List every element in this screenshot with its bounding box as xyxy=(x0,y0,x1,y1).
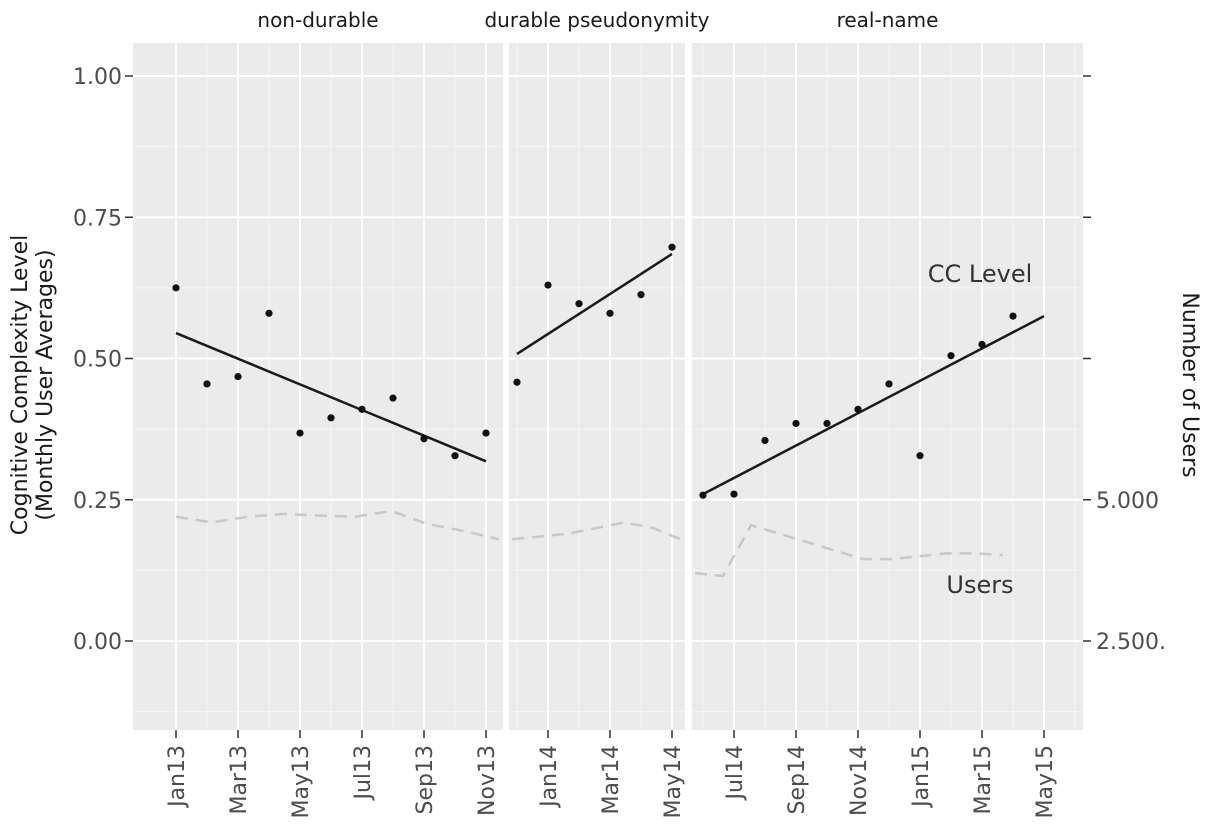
left-tick-label: 1.00 xyxy=(73,65,122,90)
cc-point xyxy=(420,435,428,443)
users-line xyxy=(694,523,1004,578)
right-tick-label: 2.500. xyxy=(1096,630,1166,655)
right-axis-title: Number of Users xyxy=(1177,292,1202,477)
users-line xyxy=(511,521,682,541)
x-tick-label: Jan13 xyxy=(165,745,190,809)
left-tick-label: 0.75 xyxy=(73,206,122,231)
cc-level-annotation: CC Level xyxy=(928,260,1033,288)
cc-point xyxy=(699,491,707,499)
cc-point xyxy=(358,405,366,413)
cc-point xyxy=(203,380,211,388)
x-tick-label: Sep14 xyxy=(785,745,810,814)
cc-point xyxy=(389,394,397,402)
facet-label: non-durable xyxy=(257,8,378,32)
x-tick-label: Jul14 xyxy=(723,745,748,802)
cc-point xyxy=(513,378,521,386)
x-tick-label: May14 xyxy=(661,745,686,818)
x-tick-label: May15 xyxy=(1033,745,1058,818)
x-tick-label: Jul13 xyxy=(351,745,376,802)
cc-point xyxy=(885,380,893,388)
cc-point xyxy=(761,436,769,445)
cc-point xyxy=(792,419,800,428)
panel-background xyxy=(509,43,685,730)
x-tick-label: Mar14 xyxy=(599,745,624,815)
left-tick-label: 0.50 xyxy=(73,348,122,373)
trend-line xyxy=(516,252,673,356)
facet-label: real-name xyxy=(837,8,939,32)
right-tick-label: 5.000 xyxy=(1096,489,1159,514)
cc-point xyxy=(823,419,831,428)
x-tick-label: Sep13 xyxy=(413,745,438,814)
cc-point xyxy=(730,490,738,498)
cc-point xyxy=(916,452,924,460)
cc-point xyxy=(978,340,986,348)
cc-point xyxy=(1009,312,1017,320)
x-tick-label: Nov14 xyxy=(847,745,872,816)
cc-point xyxy=(637,291,645,299)
left-tick-label: 0.00 xyxy=(73,630,122,655)
users-annotation: Users xyxy=(946,571,1013,599)
left-tick-label: 0.25 xyxy=(73,489,122,514)
trend-line xyxy=(702,315,1045,496)
cc-point xyxy=(451,452,459,460)
cc-point xyxy=(172,284,180,292)
x-tick-label: Jan15 xyxy=(909,745,934,809)
x-tick-label: Nov13 xyxy=(475,745,500,816)
left-axis-title-line2: (Monthly User Averages) xyxy=(33,249,58,520)
cc-point xyxy=(606,309,614,317)
facet-label: durable pseudonymity xyxy=(484,8,709,32)
cc-point xyxy=(947,352,955,360)
cc-point xyxy=(668,243,676,251)
cc-point xyxy=(575,300,583,308)
cc-point xyxy=(544,281,552,289)
cc-point xyxy=(854,405,862,413)
left-axis-title-line1: Cognitive Complexity Level xyxy=(8,235,33,535)
x-tick-label: Jan14 xyxy=(537,745,562,809)
trend-line xyxy=(175,331,487,463)
x-tick-label: May13 xyxy=(289,745,314,818)
cc-point xyxy=(265,309,273,317)
cc-point xyxy=(234,372,242,381)
cc-point xyxy=(327,414,335,422)
panel-background xyxy=(133,43,503,730)
x-tick-label: Mar15 xyxy=(971,745,996,815)
cc-point xyxy=(482,429,490,437)
cc-point xyxy=(296,429,304,437)
x-tick-label: Mar13 xyxy=(227,745,252,815)
users-line xyxy=(175,509,500,541)
